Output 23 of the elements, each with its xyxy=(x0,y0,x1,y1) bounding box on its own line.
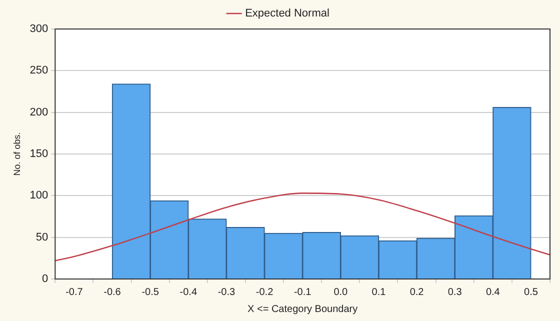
x-tick-label: 0.4 xyxy=(486,286,500,298)
x-tick-label: 0.0 xyxy=(334,286,348,298)
x-tick-label: -0.3 xyxy=(218,286,236,298)
y-tick-label: 150 xyxy=(30,148,48,160)
x-axis-title: X <= Category Boundary xyxy=(248,304,358,315)
x-tick-label: 0.1 xyxy=(372,286,386,298)
y-tick-label: 0 xyxy=(42,273,48,286)
y-axis-title: No. of obs. xyxy=(12,132,22,176)
x-tick-label: -0.4 xyxy=(180,286,198,298)
x-tick-label: -0.2 xyxy=(256,286,274,298)
x-tick-label: -0.5 xyxy=(142,286,160,298)
x-tick-label: 0.5 xyxy=(524,286,538,298)
y-tick-label: 100 xyxy=(30,190,48,202)
y-tick-label: 250 xyxy=(30,64,48,77)
legend-label: Expected Normal xyxy=(245,8,330,20)
y-tick-label: 50 xyxy=(36,231,48,244)
x-tick-label: -0.1 xyxy=(294,286,312,298)
x-tick-label: 0.2 xyxy=(410,286,424,298)
x-tick-label: 0.3 xyxy=(448,286,462,298)
x-tick-label: -0.7 xyxy=(66,286,84,298)
y-tick-label: 200 xyxy=(30,106,48,118)
y-tick-label: 300 xyxy=(30,23,48,36)
x-tick-label: -0.6 xyxy=(104,286,122,298)
